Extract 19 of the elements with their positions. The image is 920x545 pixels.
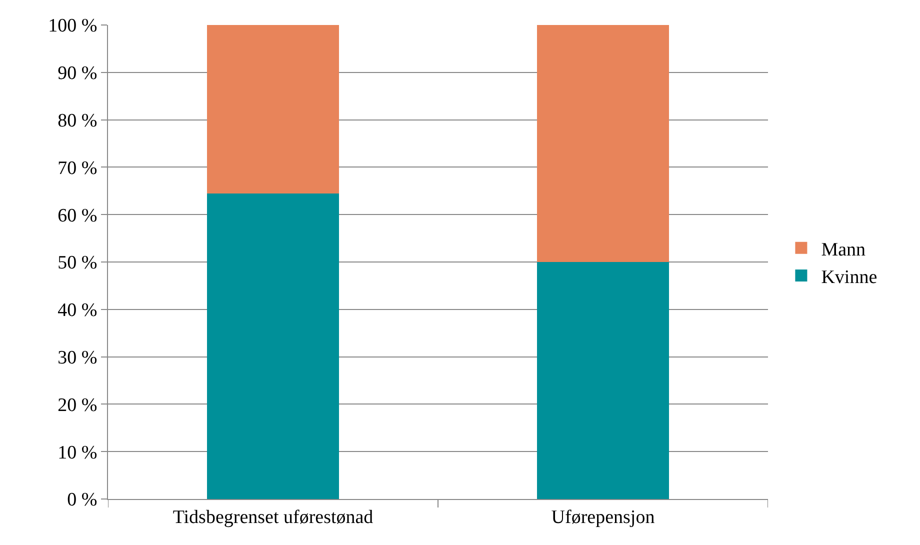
legend-label: Mann [821, 239, 866, 260]
y-tick-label: 20 % [58, 394, 98, 416]
bar [537, 262, 669, 499]
x-tick-label: Uførepensjon [551, 506, 656, 528]
y-tick-label: 100 % [48, 16, 98, 37]
y-tick-label: 70 % [58, 158, 98, 179]
y-tick-label: 40 % [58, 300, 98, 322]
bar [207, 193, 339, 499]
y-tick-label: 60 % [58, 205, 98, 226]
y-tick-label: 0 % [67, 490, 98, 511]
y-tick-label: 10 % [58, 442, 98, 464]
x-tick-label: Tidsbegrenset uførestønad [172, 506, 374, 528]
y-tick-label: 80 % [58, 110, 98, 132]
bar [207, 25, 339, 194]
y-tick-label: 30 % [58, 347, 98, 368]
y-tick-label: 90 % [58, 63, 98, 84]
bar [537, 25, 669, 262]
legend-label: Kvinne [821, 266, 878, 288]
y-tick-label: 50 % [58, 252, 98, 274]
